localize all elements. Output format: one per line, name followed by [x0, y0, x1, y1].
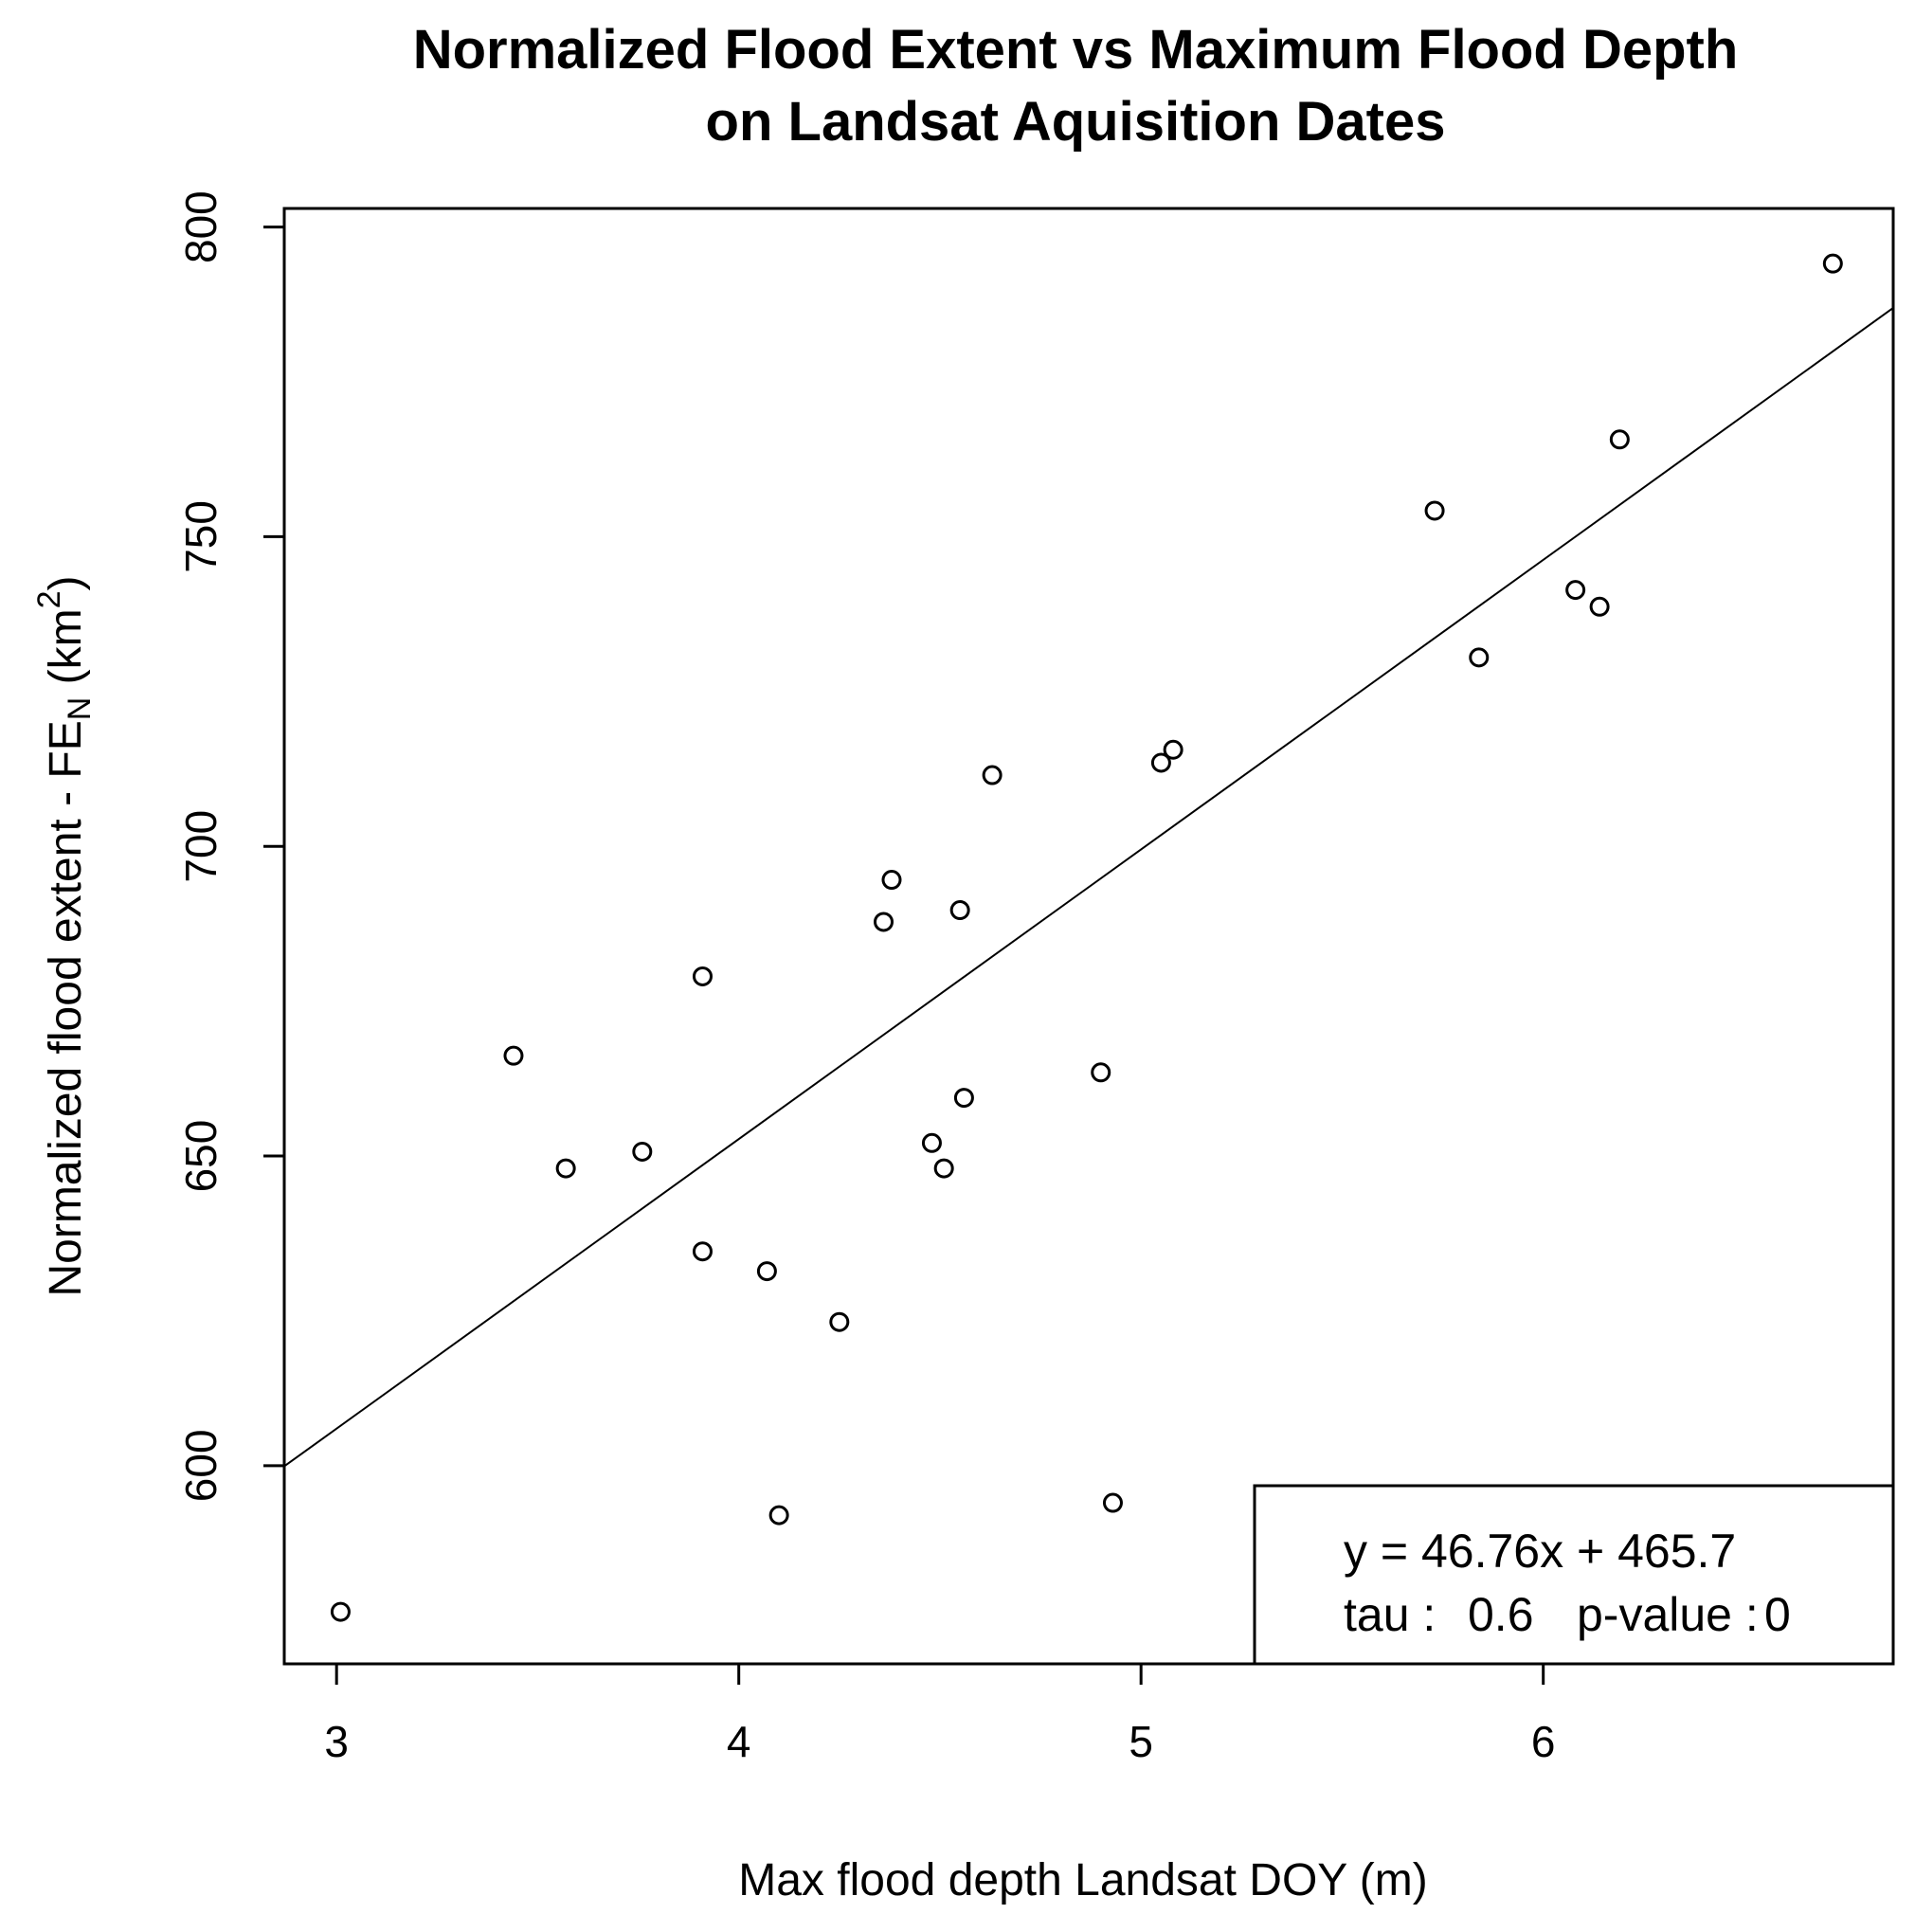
x-tick-label: 6 [1531, 1717, 1556, 1766]
legend-tau-value: 0.6 [1468, 1588, 1534, 1641]
x-tick-label: 4 [727, 1717, 751, 1766]
data-point [756, 1261, 777, 1282]
y-axis-label-unit-close: ) [41, 575, 91, 590]
data-point [555, 1158, 576, 1179]
data-point [1102, 1492, 1123, 1513]
chart-title-line-2: on Landsat Aquisition Dates [706, 91, 1446, 153]
data-point [1822, 253, 1843, 274]
data-points [330, 253, 1843, 1622]
data-point [1469, 647, 1490, 668]
data-point [953, 1088, 974, 1109]
data-point [632, 1141, 653, 1162]
data-point [933, 1158, 954, 1179]
data-point [1163, 739, 1183, 760]
x-tick-label: 5 [1129, 1717, 1153, 1766]
regression-line-group [283, 307, 1894, 1468]
data-point [874, 912, 894, 932]
data-point [1609, 429, 1630, 450]
regression-line [283, 307, 1894, 1468]
y-axis-label-prefix: Normalized flood extent - FE [41, 720, 91, 1296]
data-point [1150, 752, 1171, 773]
y-tick-label: 600 [176, 1429, 226, 1502]
data-point [1091, 1062, 1111, 1083]
data-point [921, 1132, 942, 1153]
y-tick-label: 650 [176, 1120, 226, 1193]
y-axis: 600 650 700 750 800 [176, 190, 286, 1502]
x-tick-label: 3 [324, 1717, 349, 1766]
legend-equation: y = 46.76x + 465.7 [1344, 1525, 1736, 1578]
data-point [1589, 596, 1610, 617]
legend-p-value: 0 [1764, 1588, 1791, 1641]
y-axis-label-unit-open: (km [41, 608, 91, 696]
y-axis-label: Normalized flood extent - FEN (km2) [31, 575, 98, 1296]
legend: y = 46.76x + 465.7 tau : 0.6 p-value : 0 [1253, 1484, 1895, 1666]
data-point [829, 1311, 850, 1332]
plot-frame [282, 207, 1895, 1666]
x-axis-label: Max flood depth Landsat DOY (m) [738, 1855, 1427, 1905]
legend-tau-label: tau : [1344, 1588, 1436, 1641]
data-point [1424, 500, 1445, 521]
y-axis-label-subscript: N [62, 697, 98, 721]
data-point [1565, 580, 1586, 601]
data-point [949, 900, 970, 921]
data-point [881, 870, 902, 891]
data-point [768, 1505, 789, 1526]
legend-box [1253, 1484, 1895, 1666]
y-tick-label: 750 [176, 500, 226, 573]
data-point [982, 765, 1003, 785]
data-point [692, 966, 713, 986]
data-point [330, 1601, 351, 1622]
y-tick-label: 800 [176, 190, 226, 263]
y-tick-label: 700 [176, 810, 226, 883]
y-axis-label-superscript: 2 [31, 590, 67, 608]
data-point [692, 1241, 713, 1262]
legend-p-label: p-value : [1577, 1588, 1759, 1641]
chart-title-line-1: Normalized Flood Extent vs Maximum Flood… [413, 19, 1739, 81]
data-point [503, 1045, 524, 1066]
x-axis: 3 4 5 6 [324, 1662, 1556, 1766]
